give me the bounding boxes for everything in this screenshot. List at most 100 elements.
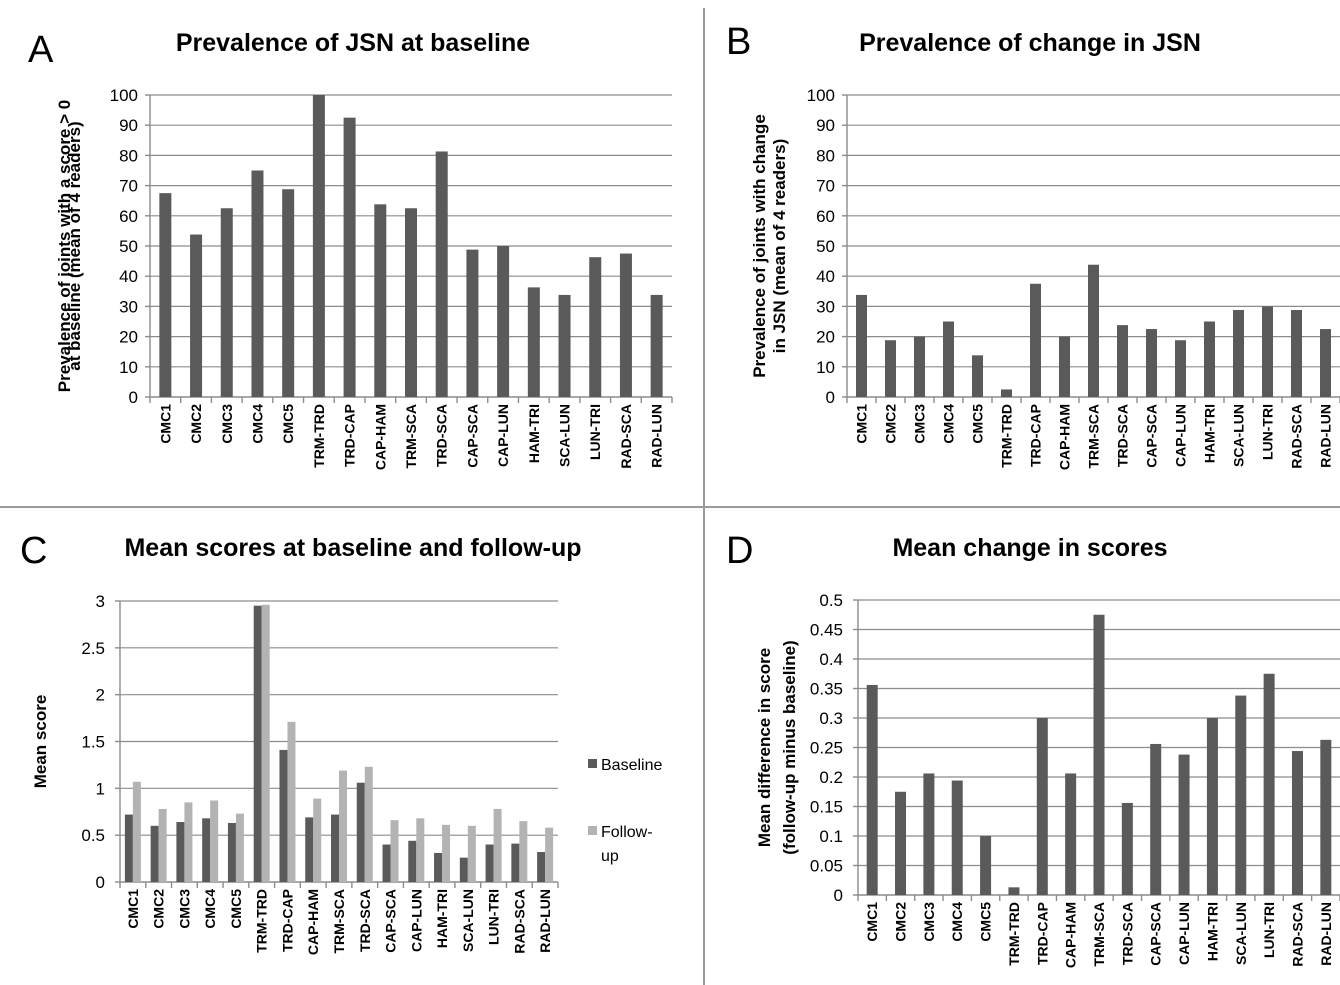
y-tick-label: 90 <box>119 116 138 135</box>
x-tick-label: CMC4 <box>202 889 218 929</box>
bar <box>1036 718 1048 895</box>
bar <box>951 780 963 895</box>
x-tick-label: HAM-TRI <box>1204 902 1220 961</box>
bar-baseline <box>485 844 494 882</box>
bar <box>558 294 571 397</box>
bar <box>619 253 632 397</box>
legend-swatch <box>588 759 597 768</box>
bar-followup <box>235 813 244 882</box>
bar <box>374 204 387 397</box>
x-tick-label: CMC1 <box>125 889 141 929</box>
bar <box>980 836 992 895</box>
y-tick-label: 0.3 <box>819 709 843 728</box>
x-tick-label: LUN-TRI <box>486 889 502 945</box>
bar <box>914 336 925 397</box>
y-tick-label: 70 <box>816 177 835 196</box>
bar <box>1121 802 1133 895</box>
y-tick-label: 0.15 <box>810 798 843 817</box>
bar <box>282 189 295 397</box>
bar-followup <box>364 766 373 882</box>
y-tick-label: 0.5 <box>81 826 105 845</box>
x-tick-label: CMC3 <box>219 404 235 444</box>
y-axis-label: (follow-up minus baseline) <box>780 640 799 854</box>
bar-baseline <box>356 782 365 882</box>
x-tick-label: CAP-SCA <box>464 404 480 468</box>
y-tick-label: 80 <box>119 146 138 165</box>
bar-baseline <box>305 817 314 882</box>
y-tick-label: 30 <box>119 297 138 316</box>
y-tick-label: 0.2 <box>819 768 843 787</box>
bar <box>1175 340 1186 397</box>
y-axis-label: at baseline (mean of 4 readers) <box>65 121 84 370</box>
x-tick-label: CAP-HAM <box>305 889 321 955</box>
bar <box>190 234 203 397</box>
bar-baseline <box>202 818 211 882</box>
x-tick-label: CMC1 <box>157 404 173 444</box>
y-tick-label: 1 <box>96 779 105 798</box>
bar <box>1291 310 1302 397</box>
x-tick-label: TRD-SCA <box>1119 902 1135 965</box>
x-tick-label: RAD-SCA <box>1289 404 1305 469</box>
panel-letter: B <box>726 21 751 63</box>
x-tick-label: TRM-TRD <box>311 404 327 468</box>
x-tick-label: RAD-LUN <box>537 889 553 953</box>
x-tick-label: HAM-TRI <box>1202 404 1218 463</box>
bar <box>435 151 448 397</box>
panel-letter: A <box>28 29 54 71</box>
bar-baseline <box>176 822 185 882</box>
y-tick-label: 60 <box>816 207 835 226</box>
chart-title: Prevalence of JSN at baseline <box>176 29 530 57</box>
bar-followup <box>467 825 476 882</box>
bar <box>650 294 663 397</box>
x-tick-label: TRM-SCA <box>403 404 419 469</box>
bar-followup <box>158 808 167 882</box>
x-tick-label: TRM-TRD <box>1006 902 1022 966</box>
bar <box>866 684 878 895</box>
y-tick-label: 0.45 <box>810 621 843 640</box>
x-tick-label: CAP-HAM <box>1057 404 1073 470</box>
x-tick-label: CAP-HAM <box>372 404 388 470</box>
legend: Baseline Follow-up <box>588 757 662 865</box>
x-tick-label: CAP-LUN <box>408 889 424 952</box>
panel-c: C Mean scores at baseline and follow-up 0 0… <box>20 530 662 955</box>
x-tick-label: SCA-LUN <box>1231 404 1247 467</box>
bar-followup <box>184 802 193 882</box>
y-tick-label: 0 <box>96 873 105 892</box>
y-tick-label: 100 <box>110 86 138 105</box>
y-tick-label: 0.25 <box>810 739 843 758</box>
x-tick-label: LUN-TRI <box>1261 902 1277 958</box>
bar-followup <box>210 800 219 882</box>
x-tick-label: TRM-SCA <box>331 889 347 954</box>
chart-title: Mean scores at baseline and follow-up <box>124 534 581 562</box>
x-tick-label: TRM-TRD <box>254 889 270 953</box>
x-tick-label: CMC4 <box>949 902 965 942</box>
x-tick-label: CMC2 <box>883 404 899 444</box>
y-tick-label: 10 <box>816 358 835 377</box>
x-tick-label: RAD-SCA <box>618 404 634 469</box>
y-tick-label: 0 <box>834 886 843 905</box>
y-tick-label: 60 <box>119 207 138 226</box>
y-tick-label: 70 <box>119 177 138 196</box>
x-tick-label: CMC2 <box>188 404 204 444</box>
bar <box>159 193 172 397</box>
x-tick-label: CMC3 <box>176 889 192 929</box>
bar-baseline <box>253 605 262 882</box>
x-tick-label: CAP-LUN <box>1176 902 1192 965</box>
bar-baseline <box>331 814 339 882</box>
bar-followup <box>287 721 296 882</box>
y-tick-label: 50 <box>119 237 138 256</box>
bar <box>1059 336 1070 397</box>
x-tick-label: TRD-CAP <box>1034 902 1050 965</box>
bar-baseline <box>537 852 546 882</box>
bar <box>251 170 264 397</box>
y-tick-label: 100 <box>807 86 835 105</box>
x-tick-label: TRD-CAP <box>279 889 295 952</box>
bar <box>923 773 935 895</box>
x-tick-label: RAD-LUN <box>1318 902 1334 966</box>
y-tick-label: 20 <box>816 328 835 347</box>
legend-label: Follow- <box>601 824 653 841</box>
x-tick-label: TRD-SCA <box>434 404 450 467</box>
x-tick-label: TRD-CAP <box>342 404 358 467</box>
x-tick-label: CAP-SCA <box>1144 404 1160 468</box>
